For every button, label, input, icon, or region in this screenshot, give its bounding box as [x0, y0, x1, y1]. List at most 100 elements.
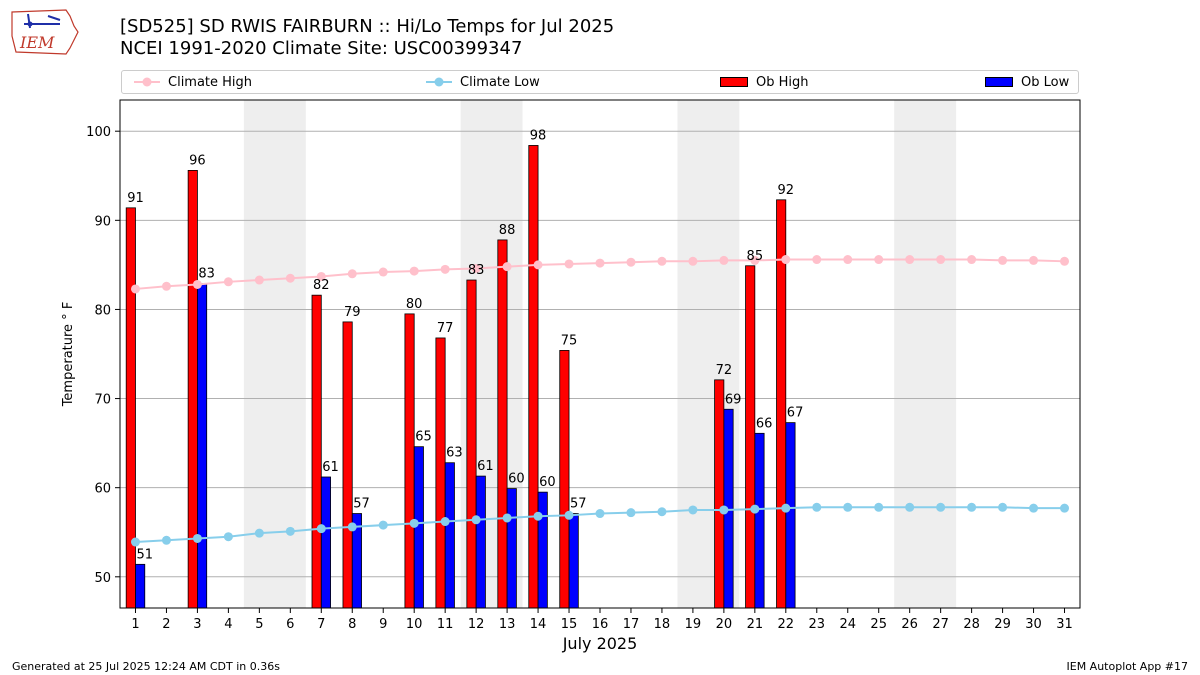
x-tick-label: 14: [530, 617, 547, 632]
ob-high-bar: [466, 279, 477, 609]
climate-high-point: [688, 256, 698, 266]
climate-high-point: [874, 255, 884, 265]
legend-ob-low: Ob Low: [985, 71, 1069, 93]
climate-high-point: [192, 279, 202, 289]
x-tick-label: 28: [963, 617, 980, 632]
climate-high-point: [223, 277, 233, 287]
x-tick-label: 20: [716, 617, 733, 632]
x-tick-label: 23: [809, 617, 826, 632]
climate-low-point: [440, 517, 450, 527]
climate-low-point: [533, 511, 543, 521]
ob-high-label: 77: [437, 321, 454, 336]
logo-text: IEM: [19, 33, 55, 52]
climate-high-point: [347, 269, 357, 279]
ob-low-label: 67: [787, 406, 804, 421]
climate-high-point: [161, 281, 171, 291]
climate-low-point: [905, 502, 915, 512]
climate-low-point: [254, 528, 264, 538]
ob-low-label: 61: [477, 459, 494, 474]
climate-high-point: [440, 264, 450, 274]
climate-high-point: [843, 255, 853, 265]
x-tick-label: 11: [437, 617, 454, 632]
climate-low-point: [936, 502, 946, 512]
x-axis-label: July 2025: [562, 634, 638, 653]
climate-low-point: [223, 532, 233, 542]
legend-label-climate-high: Climate High: [168, 74, 253, 90]
climate-high-point: [967, 255, 977, 265]
x-tick-label: 27: [932, 617, 949, 632]
x-tick-label: 26: [901, 617, 918, 632]
footer-app: IEM Autoplot App #17: [1066, 660, 1189, 673]
ob-high-bar: [311, 294, 322, 609]
ob-high-patch-icon: [720, 77, 748, 87]
ob-high-label: 96: [189, 153, 206, 168]
climate-low-line-icon: [426, 77, 452, 87]
ob-high-bar: [497, 239, 508, 609]
climate-low-point: [502, 513, 512, 523]
ob-high-label: 85: [747, 249, 764, 264]
climate-high-point: [316, 271, 326, 281]
climate-low-point: [1060, 503, 1070, 513]
ob-low-bar: [785, 422, 796, 609]
chart-title: [SD525] SD RWIS FAIRBURN :: Hi/Lo Temps …: [120, 16, 615, 37]
x-tick-label: 6: [286, 617, 294, 632]
x-tick-label: 16: [592, 617, 609, 632]
climate-high-point: [1029, 255, 1039, 265]
y-tick-label: 50: [94, 571, 111, 586]
x-tick-label: 22: [778, 617, 795, 632]
ob-high-label: 75: [561, 333, 578, 348]
climate-high-point: [750, 255, 760, 265]
ob-low-label: 83: [198, 267, 215, 282]
x-tick-label: 3: [193, 617, 201, 632]
x-tick-label: 5: [255, 617, 263, 632]
y-tick-label: 90: [94, 214, 111, 229]
climate-low-point: [967, 502, 977, 512]
ob-high-label: 80: [406, 297, 423, 312]
climate-low-point: [595, 509, 605, 519]
ob-low-label: 51: [136, 547, 153, 562]
station-dot-icon: [27, 21, 33, 27]
climate-low-point: [471, 515, 481, 525]
climate-high-point: [998, 255, 1008, 265]
ob-high-label: 88: [499, 223, 516, 238]
ob-low-bar: [475, 475, 486, 609]
climate-high-point: [1060, 256, 1070, 266]
y-tick-label: 80: [94, 303, 111, 318]
ob-high-label: 82: [313, 278, 330, 293]
climate-low-point: [843, 502, 853, 512]
climate-high-point: [254, 275, 264, 285]
climate-high-point: [812, 255, 822, 265]
ob-high-label: 79: [344, 305, 361, 320]
climate-low-point: [564, 510, 574, 520]
x-tick-label: 1: [131, 617, 139, 632]
legend-climate-low: Climate Low: [426, 71, 540, 93]
climate-high-point: [564, 259, 574, 269]
legend-climate-high: Climate High: [134, 71, 252, 93]
climate-low-point: [812, 502, 822, 512]
x-tick-label: 30: [1025, 617, 1042, 632]
ob-high-bar: [404, 313, 415, 609]
x-tick-label: 18: [654, 617, 671, 632]
x-tick-label: 13: [499, 617, 516, 632]
climate-high-point: [657, 256, 667, 266]
x-tick-label: 9: [379, 617, 387, 632]
weekend-shade: [243, 100, 306, 608]
climate-low-point: [192, 533, 202, 543]
climate-low-point: [378, 520, 388, 530]
climate-high-point: [626, 257, 636, 267]
climate-low-point: [347, 522, 357, 532]
climate-low-point: [688, 505, 698, 515]
ob-low-bar: [320, 476, 331, 609]
ob-low-bar: [568, 513, 579, 609]
ob-high-bar: [125, 207, 136, 609]
climate-low-point: [285, 526, 295, 536]
ob-high-bar: [528, 145, 539, 609]
x-tick-label: 31: [1056, 617, 1073, 632]
iem-logo: IEM: [11, 9, 79, 55]
ob-low-bar: [506, 488, 517, 609]
x-tick-label: 10: [406, 617, 423, 632]
legend-ob-high: Ob High: [720, 71, 809, 93]
ob-high-bar: [435, 337, 446, 609]
x-tick-label: 7: [317, 617, 325, 632]
